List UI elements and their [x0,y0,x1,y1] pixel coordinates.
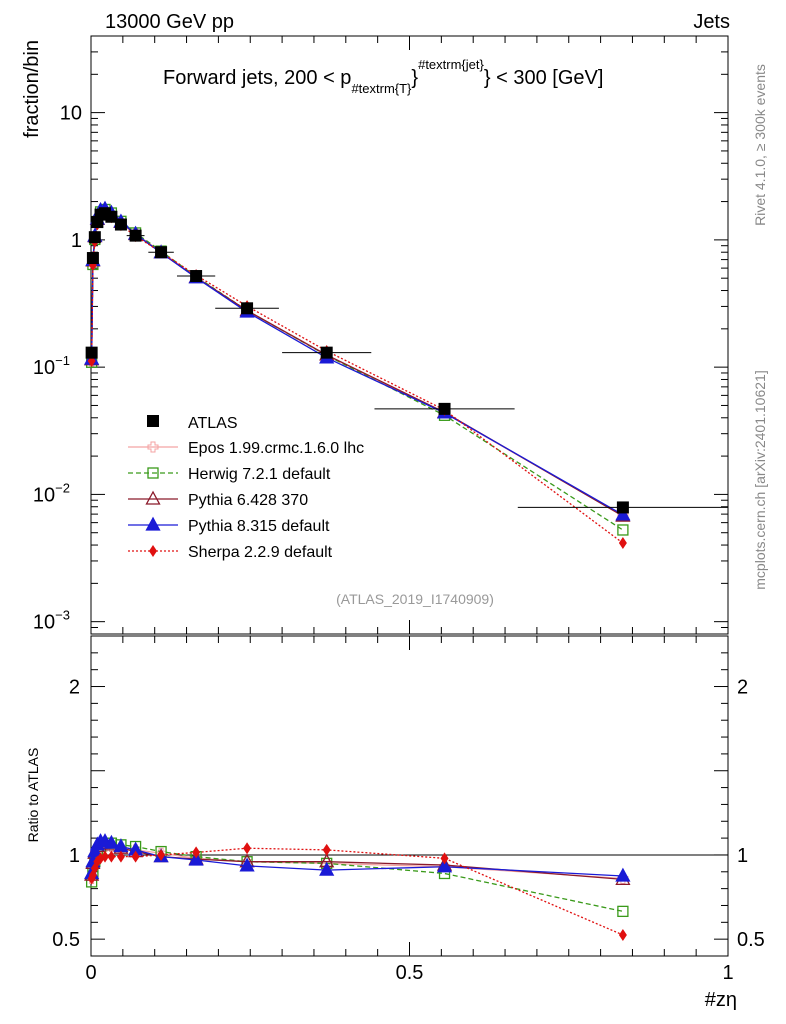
ratio-tick-label-right: 1 [737,845,748,867]
main-point-sherpa-2-2-9-default [618,537,627,550]
atlas-point [105,210,118,223]
ratio-line-herwig-7-2-1-default [90,842,624,913]
rivet-label: Rivet 4.1.0, ≥ 300k events [752,64,768,226]
ratio-point-sherpa-2-2-9-default [131,850,140,863]
svg-text:Forward jets, 200 < p#textrm{T: Forward jets, 200 < p#textrm{T}}#textrm{… [163,57,603,96]
legend-label-herwig-7-2-1-default: Herwig 7.2.1 default [188,466,331,483]
ratio-point-sherpa-2-2-9-default [440,852,449,865]
atlas-point [616,501,629,514]
legend-marker-pythia-6-428-370 [145,490,161,505]
ratio-line-pythia-8-315-default [90,840,623,877]
ratio-tick-label-left: 0.5 [52,929,80,951]
legend-marker-pythia-8-315-default [145,516,161,531]
legend-marker-sherpa-2-2-9-default [149,545,157,557]
atlas-point [438,402,451,415]
ratio-point-sherpa-2-2-9-default [618,928,627,941]
title-superscript: #textrm{jet} [418,57,484,72]
chart-title: Forward jets, 200 < p#textrm{T}}#textrm{… [163,57,603,96]
legend-label-epos-1-99-crmc-1-6-0-lhc: Epos 1.99.crmc.1.6.0 lhc [188,440,364,457]
ratio-point-sherpa-2-2-9-default [116,850,125,863]
ratio-point-pythia-8-315-default [239,857,255,872]
ratio-y-axis-label: Ratio to ATLAS [25,748,41,843]
main-series [84,200,728,550]
title-brace: } [411,67,418,89]
ratio-point-pythia-8-315-default [615,867,631,882]
x-axis-label: #zη [705,989,737,1011]
legend-marker-atlas [147,415,159,427]
ratio-line-pythia-6-428-370 [90,842,623,881]
y-axis-label: fraction/bin [21,40,43,138]
title-main: Forward jets, 200 < p [163,67,351,89]
y-tick-label: 10−2 [33,480,70,506]
ratio-point-sherpa-2-2-9-default [192,846,201,859]
title-subscript: #textrm{T} [351,81,412,96]
ratio-point-sherpa-2-2-9-default [107,850,116,863]
header-right: Jets [693,11,730,33]
mcplots-label: mcplots.cern.ch [arXiv:2401.10621] [752,370,768,589]
atlas-point [85,346,98,359]
atlas-point [155,246,168,259]
analysis-watermark: (ATLAS_2019_I1740909) [336,591,494,607]
legend-marker-epos-1-99-crmc-1-6-0-lhc [147,441,159,453]
ratio-point-sherpa-2-2-9-default [243,842,252,855]
header-left: 13000 GeV pp [105,11,234,33]
legend-label-atlas: ATLAS [188,415,238,432]
ratio-point-pythia-8-315-default [436,858,453,873]
ratio-point-pythia-8-315-default [103,834,119,849]
ratio-point-herwig-7-2-1-default [617,905,629,918]
legend-marker-herwig-7-2-1-default [147,467,159,479]
main-line-pythia-6-428-370 [90,208,624,517]
x-tick-label: 1 [722,962,733,984]
main-point-herwig-7-2-1-default [617,524,629,536]
atlas-point [88,231,101,244]
main-line-pythia-8-315-default [90,208,624,516]
ratio-series [84,833,631,941]
ratio-frame [90,635,729,957]
ratio-ticks: 0.5 0.5 1 1 2 2 [52,635,765,957]
ratio-point-pythia-8-315-default [87,843,103,858]
atlas-point [129,229,142,242]
atlas-point [190,270,203,283]
legend-label-pythia-8-315-default: Pythia 8.315 default [188,518,330,535]
main-point-pythia-8-315-default [615,506,631,521]
atlas-point [241,302,254,315]
legend-label-pythia-6-428-370: Pythia 6.428 370 [188,492,308,509]
main-line-sherpa-2-2-9-default [90,213,624,544]
ratio-tick-label-right: 0.5 [737,929,765,951]
ratio-point-sherpa-2-2-9-default [101,850,110,863]
atlas-point [114,218,127,231]
ratio-tick-label-left: 2 [69,677,80,699]
x-ticks: 0 0.5 1 [85,36,734,984]
ratio-line-sherpa-2-2-9-default [91,847,624,936]
ratio-point-sherpa-2-2-9-default [157,848,166,861]
ratio-tick-label-left: 1 [69,845,80,867]
y-tick-label: 10−3 [33,608,70,634]
title-end: } < 300 [GeV] [484,67,604,89]
legend-label-sherpa-2-2-9-default: Sherpa 2.2.9 default [188,544,333,561]
y-tick-label: 1 [71,230,82,252]
atlas-point [320,346,333,359]
atlas-point [86,252,99,265]
y-tick-label: 10 [60,103,82,125]
ratio-point-pythia-8-315-default [188,851,204,866]
legend: ATLAS Epos 1.99.crmc.1.6.0 lhc Herwig 7.2.… [128,415,364,561]
x-tick-label: 0 [85,962,96,984]
main-ticks: 10−3 10−2 10−1 1 10 [33,35,728,635]
x-tick-label: 0.5 [396,962,424,984]
ratio-point-pythia-8-315-default [319,861,335,876]
main-frame [90,35,729,635]
ratio-point-sherpa-2-2-9-default [322,843,331,856]
y-tick-label: 10−1 [33,353,70,379]
ratio-tick-label-right: 2 [737,677,748,699]
